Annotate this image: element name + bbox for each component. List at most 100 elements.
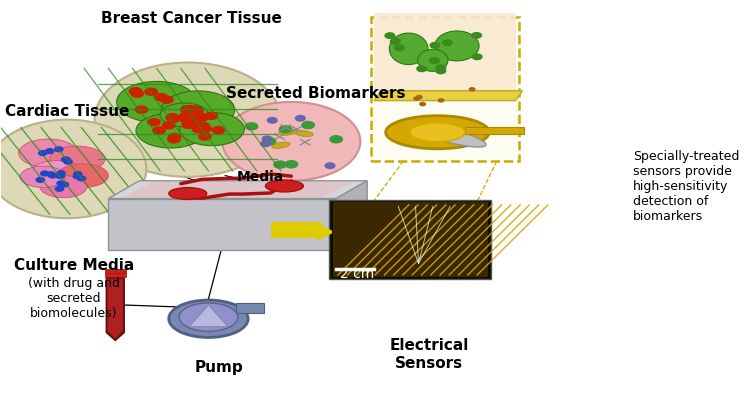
Ellipse shape bbox=[161, 91, 235, 129]
Circle shape bbox=[189, 111, 202, 118]
Circle shape bbox=[57, 181, 65, 186]
Circle shape bbox=[326, 163, 334, 168]
Ellipse shape bbox=[389, 33, 428, 65]
Bar bbox=[329, 200, 491, 279]
Circle shape bbox=[56, 174, 64, 179]
Bar bbox=[271, 222, 322, 237]
Circle shape bbox=[135, 106, 148, 113]
Circle shape bbox=[472, 54, 482, 60]
FancyBboxPatch shape bbox=[370, 17, 519, 161]
Circle shape bbox=[436, 65, 445, 71]
Ellipse shape bbox=[410, 123, 465, 142]
Circle shape bbox=[46, 149, 54, 154]
Circle shape bbox=[274, 161, 286, 168]
Circle shape bbox=[74, 172, 82, 176]
Circle shape bbox=[181, 106, 193, 113]
Ellipse shape bbox=[435, 31, 479, 61]
Text: Specially-treated
sensors provide
high-sensitivity
detection of
biomarkers: Specially-treated sensors provide high-s… bbox=[633, 150, 740, 223]
Text: Pump: Pump bbox=[194, 360, 243, 375]
Text: Electrical
Sensors: Electrical Sensors bbox=[390, 339, 469, 371]
Polygon shape bbox=[374, 91, 523, 100]
Ellipse shape bbox=[272, 142, 290, 148]
Circle shape bbox=[77, 176, 86, 181]
Circle shape bbox=[385, 33, 394, 39]
Ellipse shape bbox=[0, 119, 146, 218]
Text: 2 cm: 2 cm bbox=[340, 268, 374, 281]
Text: Media: Media bbox=[236, 170, 284, 184]
Circle shape bbox=[430, 58, 439, 64]
Ellipse shape bbox=[169, 188, 207, 199]
Circle shape bbox=[279, 126, 292, 133]
Circle shape bbox=[160, 96, 173, 103]
Circle shape bbox=[222, 102, 360, 181]
Circle shape bbox=[470, 88, 475, 91]
Circle shape bbox=[436, 68, 445, 74]
Circle shape bbox=[153, 127, 165, 134]
Ellipse shape bbox=[278, 129, 298, 135]
Ellipse shape bbox=[117, 81, 196, 122]
Text: Secreted Biomarkers: Secreted Biomarkers bbox=[226, 86, 405, 101]
Bar bbox=[333, 202, 488, 278]
Circle shape bbox=[285, 161, 298, 168]
Circle shape bbox=[192, 126, 205, 133]
Circle shape bbox=[47, 172, 56, 177]
Circle shape bbox=[245, 123, 258, 130]
Circle shape bbox=[419, 61, 429, 66]
Circle shape bbox=[212, 127, 225, 134]
Circle shape bbox=[55, 147, 63, 152]
Ellipse shape bbox=[57, 164, 109, 187]
Ellipse shape bbox=[386, 116, 489, 149]
Circle shape bbox=[38, 151, 47, 155]
Circle shape bbox=[261, 141, 271, 146]
Circle shape bbox=[442, 40, 452, 46]
Bar bbox=[105, 270, 126, 274]
Circle shape bbox=[263, 138, 276, 145]
Circle shape bbox=[131, 90, 143, 97]
Circle shape bbox=[168, 136, 180, 143]
Circle shape bbox=[74, 174, 82, 179]
Circle shape bbox=[64, 159, 72, 164]
Polygon shape bbox=[106, 278, 124, 340]
Text: Culture Media: Culture Media bbox=[13, 258, 134, 274]
Circle shape bbox=[417, 66, 427, 71]
Polygon shape bbox=[109, 181, 368, 198]
Bar bbox=[105, 274, 126, 278]
Polygon shape bbox=[189, 305, 228, 327]
Ellipse shape bbox=[29, 161, 84, 187]
Circle shape bbox=[296, 116, 305, 121]
Circle shape bbox=[199, 133, 211, 140]
Circle shape bbox=[179, 113, 191, 120]
Circle shape bbox=[148, 119, 160, 126]
Circle shape bbox=[163, 122, 175, 129]
Ellipse shape bbox=[136, 114, 205, 148]
Bar bbox=[465, 127, 524, 134]
Circle shape bbox=[62, 157, 70, 162]
Circle shape bbox=[391, 39, 400, 44]
Ellipse shape bbox=[50, 146, 105, 172]
Circle shape bbox=[189, 118, 202, 125]
Circle shape bbox=[268, 118, 277, 123]
Ellipse shape bbox=[20, 166, 65, 187]
Circle shape bbox=[302, 121, 314, 129]
Circle shape bbox=[168, 133, 181, 141]
Circle shape bbox=[36, 177, 44, 182]
Ellipse shape bbox=[169, 300, 248, 337]
Ellipse shape bbox=[19, 139, 78, 168]
Circle shape bbox=[199, 125, 211, 132]
Ellipse shape bbox=[294, 131, 314, 137]
Ellipse shape bbox=[179, 303, 238, 331]
Circle shape bbox=[330, 136, 343, 143]
Polygon shape bbox=[109, 198, 336, 250]
Ellipse shape bbox=[160, 103, 209, 127]
Circle shape bbox=[196, 114, 208, 121]
Ellipse shape bbox=[40, 175, 87, 198]
Bar bbox=[374, 13, 516, 91]
Circle shape bbox=[420, 102, 425, 106]
Polygon shape bbox=[336, 181, 368, 250]
Circle shape bbox=[155, 94, 167, 101]
Text: Breast Cancer Tissue: Breast Cancer Tissue bbox=[100, 11, 282, 26]
Circle shape bbox=[394, 45, 404, 50]
Circle shape bbox=[262, 136, 272, 142]
Ellipse shape bbox=[179, 113, 244, 146]
Circle shape bbox=[190, 108, 203, 115]
